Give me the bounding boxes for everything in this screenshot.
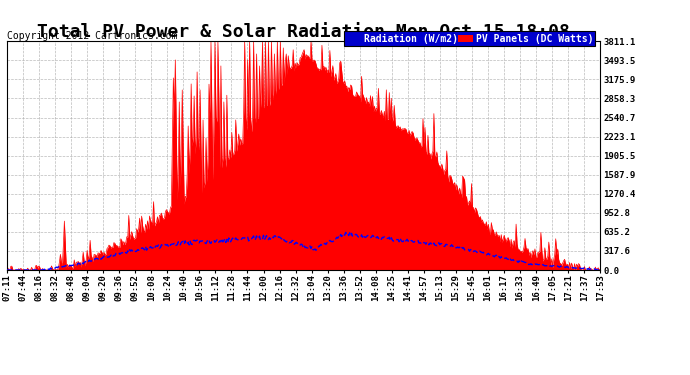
Legend: Radiation (W/m2), PV Panels (DC Watts): Radiation (W/m2), PV Panels (DC Watts) <box>344 31 595 46</box>
Title: Total PV Power & Solar Radiation Mon Oct 15 18:08: Total PV Power & Solar Radiation Mon Oct… <box>37 23 570 41</box>
Text: Copyright 2012 Cartronics.com: Copyright 2012 Cartronics.com <box>7 31 177 41</box>
